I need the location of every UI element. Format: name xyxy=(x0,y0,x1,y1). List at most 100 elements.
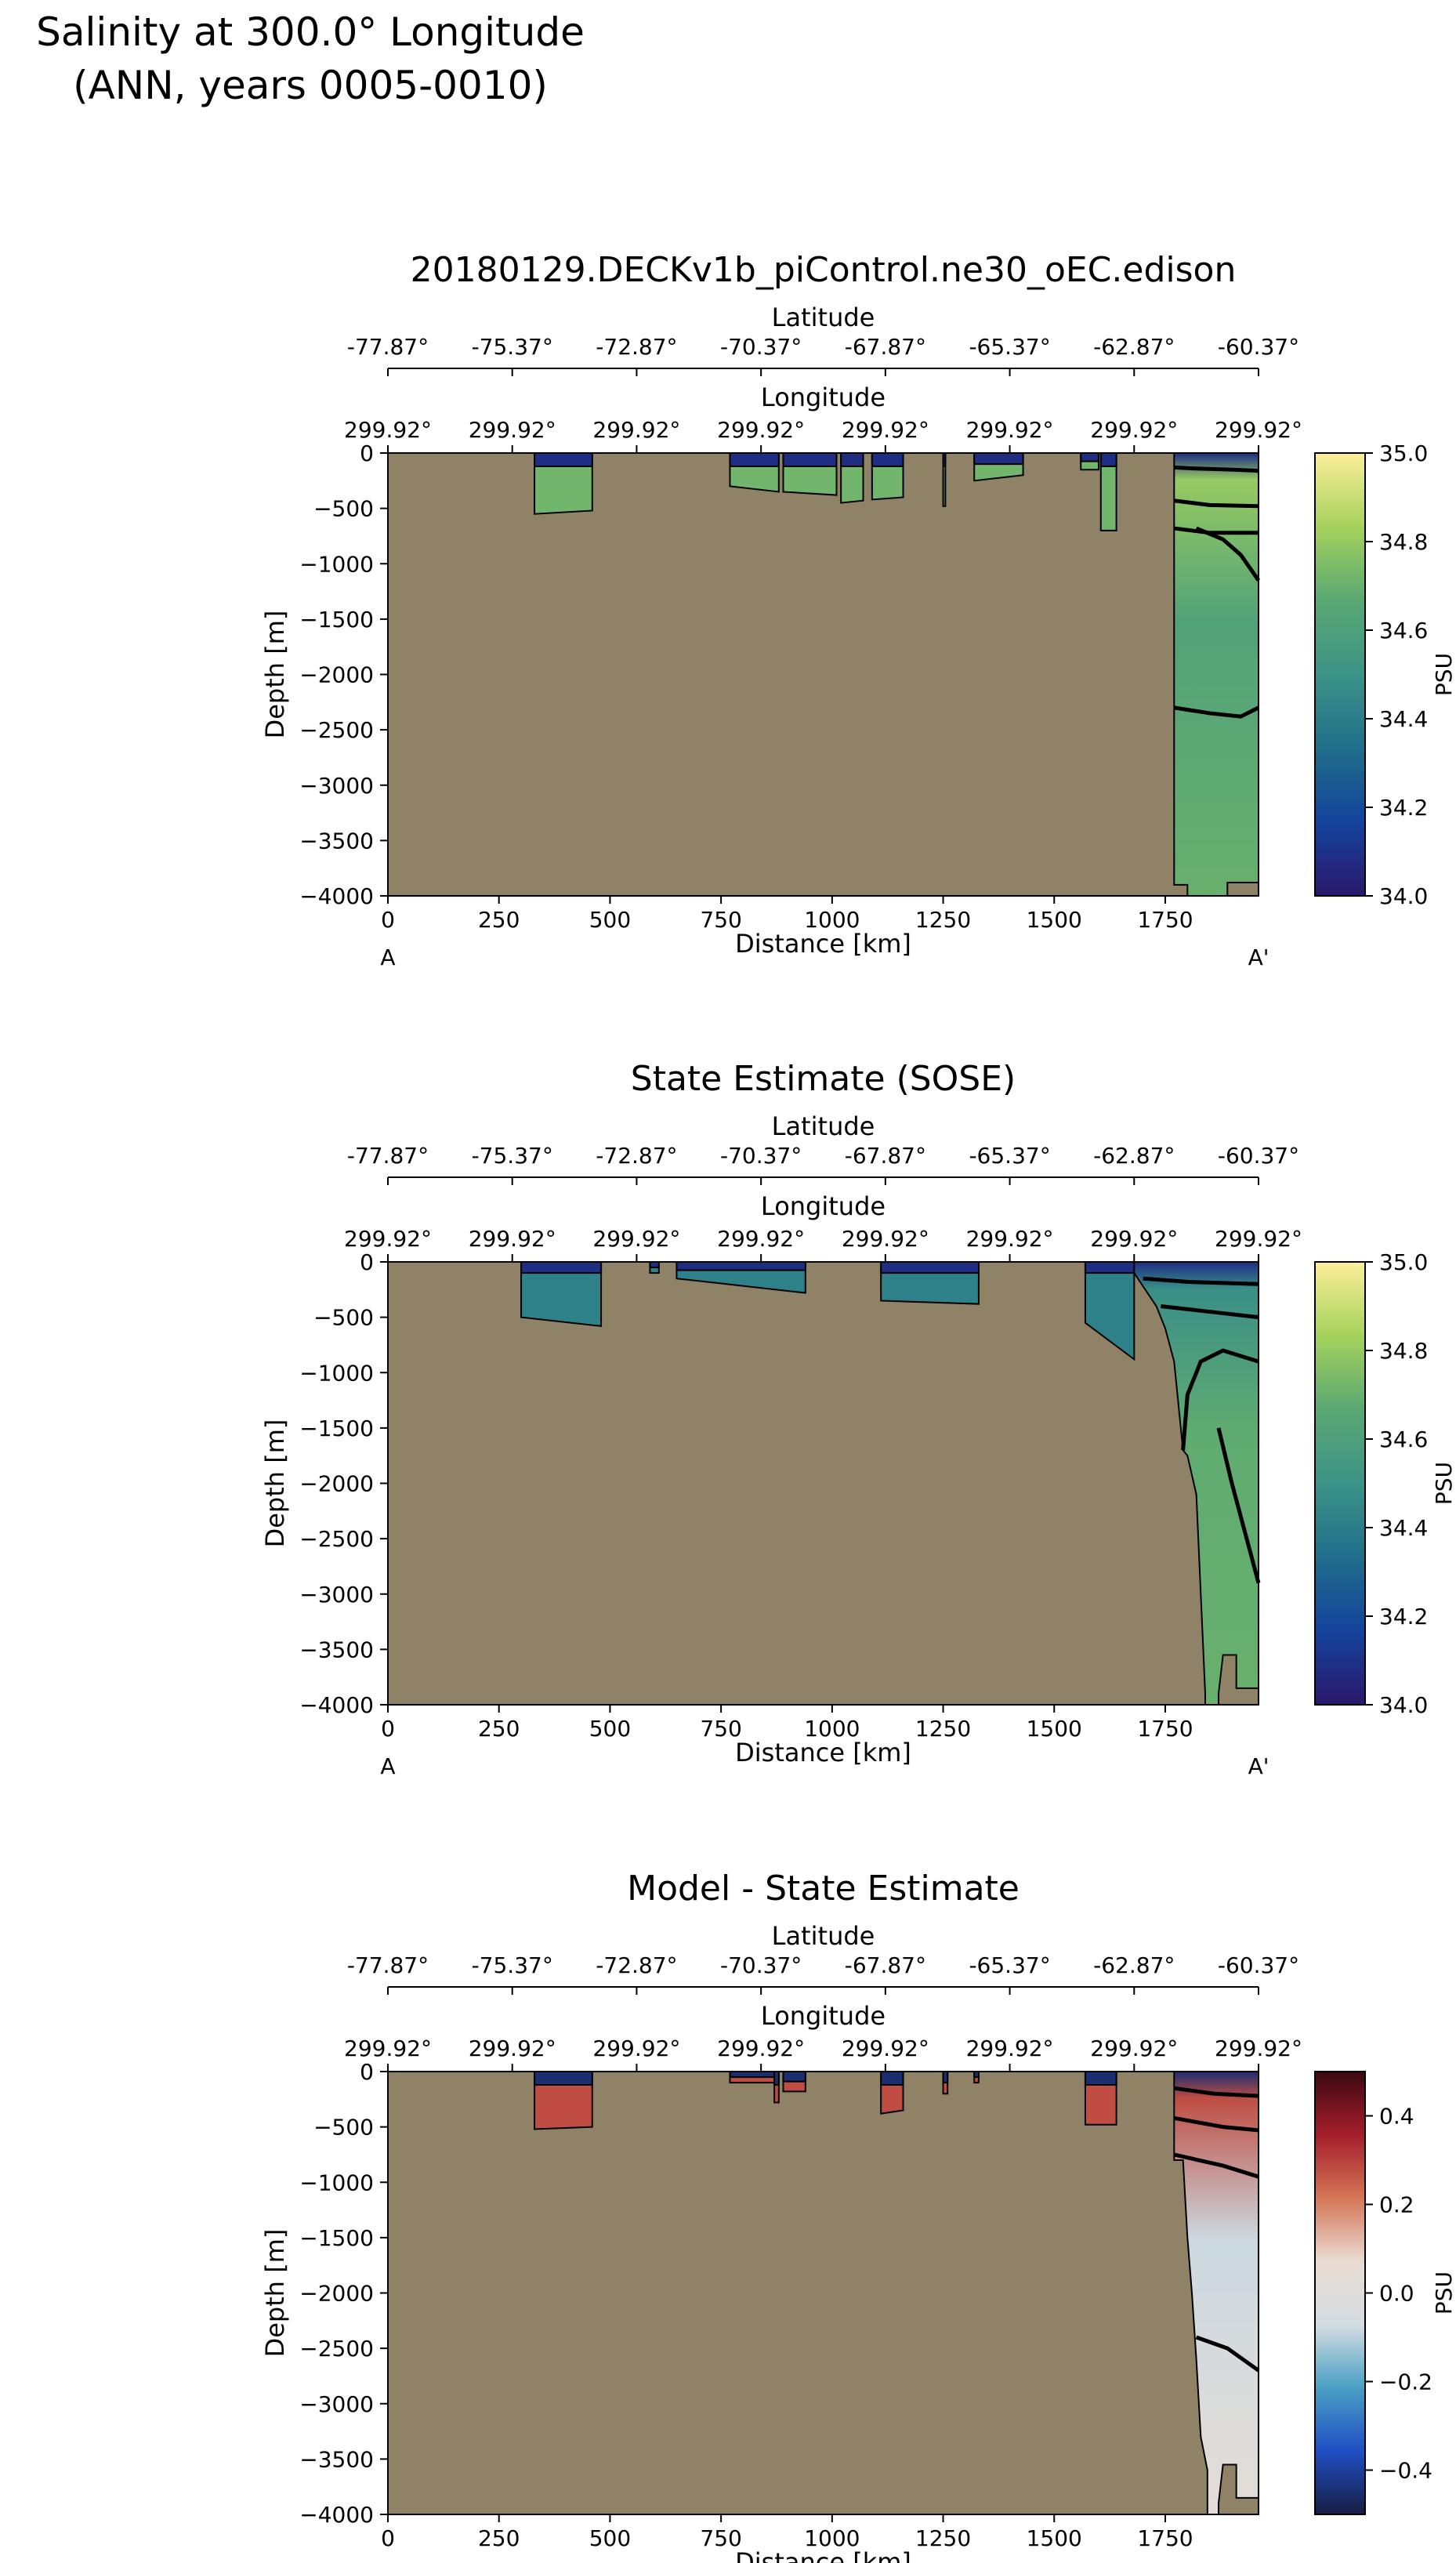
colorbar-label: PSU xyxy=(1431,1462,1456,1505)
y-axis-label: Depth [m] xyxy=(260,2229,290,2358)
colorbar-tick-label: −0.2 xyxy=(1379,2369,1432,2395)
y-tick-label: −3500 xyxy=(299,2446,374,2472)
colorbar-tick-label: 34.6 xyxy=(1379,1427,1428,1452)
latitude-tick-label: -70.37° xyxy=(720,334,802,360)
surface-water-patch xyxy=(773,2071,780,2086)
longitude-tick-label: 299.92° xyxy=(344,2036,432,2061)
latitude-tick-label: -67.87° xyxy=(845,334,926,360)
land-background xyxy=(388,2072,1259,2514)
latitude-tick-label: -75.37° xyxy=(472,334,553,360)
x-tick-label: 1750 xyxy=(1137,907,1193,933)
colorbar-tick-label: −0.4 xyxy=(1379,2458,1432,2484)
surface-water-patch xyxy=(729,2071,776,2079)
x-tick-label: 1000 xyxy=(804,2525,860,2551)
x-tick-label: 0 xyxy=(381,907,395,933)
y-tick-label: −1500 xyxy=(299,607,374,633)
longitude-tick-label: 299.92° xyxy=(592,1226,680,1252)
surface-water-patch xyxy=(520,1261,603,1274)
longitude-axis-label: Longitude xyxy=(761,1191,886,1221)
colorbar-tick-label: 35.0 xyxy=(1379,440,1428,466)
surface-water-patch xyxy=(1084,1261,1135,1274)
latitude-tick-label: -62.87° xyxy=(1093,1952,1175,1978)
longitude-tick-label: 299.92° xyxy=(717,1226,805,1252)
contour-line xyxy=(1195,2335,1260,2373)
y-tick-label: −500 xyxy=(313,1305,374,1331)
x-tick-label: 1750 xyxy=(1137,2525,1193,2551)
longitude-tick-label: 299.92° xyxy=(592,2036,680,2061)
surface-water-patch xyxy=(871,452,904,467)
y-tick-label: −2500 xyxy=(299,717,374,743)
latitude-tick-label: -65.37° xyxy=(969,334,1050,360)
colorbar xyxy=(1314,1261,1366,1706)
y-tick-label: −500 xyxy=(313,2115,374,2141)
colorbar-label: PSU xyxy=(1431,2271,1456,2315)
x-tick-label: 1500 xyxy=(1027,1716,1082,1742)
colorbar-label: PSU xyxy=(1431,653,1456,696)
colorbar xyxy=(1314,452,1366,897)
longitude-tick-label: 299.92° xyxy=(1090,417,1178,443)
latitude-tick-label: -70.37° xyxy=(720,1952,802,1978)
colorbar-tick-label: 34.4 xyxy=(1379,1515,1428,1541)
colorbar-tick-label: 34.2 xyxy=(1379,1604,1428,1630)
x-tick-label: 500 xyxy=(589,1716,631,1742)
deep-water-region xyxy=(1173,452,1259,897)
surface-water-patch xyxy=(1080,452,1099,462)
surface-water-patch xyxy=(729,452,780,467)
y-tick-label: −3500 xyxy=(299,828,374,854)
latitude-tick-label: -67.87° xyxy=(845,1143,926,1169)
y-tick-label: −2000 xyxy=(299,662,374,688)
x-tick-label: 1500 xyxy=(1027,907,1082,933)
longitude-tick-label: 299.92° xyxy=(592,417,680,443)
colorbar-tick-label: 34.4 xyxy=(1379,706,1428,732)
latitude-tick-label: -60.37° xyxy=(1218,1143,1299,1169)
colorbar-tick-label: 34.0 xyxy=(1379,1692,1428,1718)
colorbar-tick-label: 0.0 xyxy=(1379,2281,1414,2307)
contour-line xyxy=(1173,2115,1259,2133)
longitude-axis-label: Longitude xyxy=(761,382,886,412)
surface-water-patch xyxy=(534,452,593,467)
figure-title-line2: (ANN, years 0005-0010) xyxy=(73,63,548,108)
latitude-tick-label: -65.37° xyxy=(969,1143,1050,1169)
longitude-tick-label: 299.92° xyxy=(1215,1226,1302,1252)
surface-water-patch xyxy=(973,452,1024,466)
latitude-tick-label: -72.87° xyxy=(596,334,677,360)
x-tick-label: 1750 xyxy=(1137,1716,1193,1742)
surface-water-patch xyxy=(1099,452,1117,467)
surface-water-patch xyxy=(649,1261,660,1269)
x-tick-label: 1000 xyxy=(804,1716,860,1742)
y-tick-label: −1000 xyxy=(299,551,374,577)
colorbar xyxy=(1314,2071,1366,2515)
contour-line xyxy=(1173,498,1259,509)
y-tick-label: −4000 xyxy=(299,2502,374,2528)
colorbar-tick-label: 34.2 xyxy=(1379,795,1428,821)
surface-water-patch xyxy=(880,2071,904,2086)
y-tick-label: −3000 xyxy=(299,773,374,799)
surface-water-patch xyxy=(534,2071,593,2086)
latitude-axis-label: Latitude xyxy=(772,303,875,332)
latitude-tick-label: -70.37° xyxy=(720,1143,802,1169)
longitude-tick-label: 299.92° xyxy=(1090,2036,1178,2061)
y-tick-label: −2000 xyxy=(299,2281,374,2307)
latitude-tick-label: -72.87° xyxy=(596,1143,677,1169)
longitude-tick-label: 299.92° xyxy=(344,417,432,443)
longitude-tick-label: 299.92° xyxy=(1215,2036,1302,2061)
y-tick-label: −3000 xyxy=(299,1582,374,1608)
x-tick-label: 250 xyxy=(478,907,520,933)
latitude-tick-label: -75.37° xyxy=(472,1143,553,1169)
y-tick-label: 0 xyxy=(360,1249,374,1275)
x-tick-label: 750 xyxy=(700,2525,741,2551)
x-axis-label: Distance [km] xyxy=(735,2547,911,2563)
surface-water-patch xyxy=(942,452,947,467)
panel-title: State Estimate (SOSE) xyxy=(631,1059,1016,1099)
longitude-tick-label: 299.92° xyxy=(842,1226,929,1252)
colorbar-tick-label: 34.8 xyxy=(1379,529,1428,555)
x-tick-label: 500 xyxy=(589,907,631,933)
x-tick-label: 1250 xyxy=(915,2525,971,2551)
x-tick-label: 750 xyxy=(700,907,741,933)
x-axis-label: Distance [km] xyxy=(735,1738,911,1767)
colorbar-tick-label: 34.6 xyxy=(1379,618,1428,643)
latitude-tick-label: -60.37° xyxy=(1218,334,1299,360)
latitude-tick-label: -60.37° xyxy=(1218,1952,1299,1978)
y-axis-label: Depth [m] xyxy=(260,611,290,739)
longitude-tick-label: 299.92° xyxy=(1090,1226,1178,1252)
